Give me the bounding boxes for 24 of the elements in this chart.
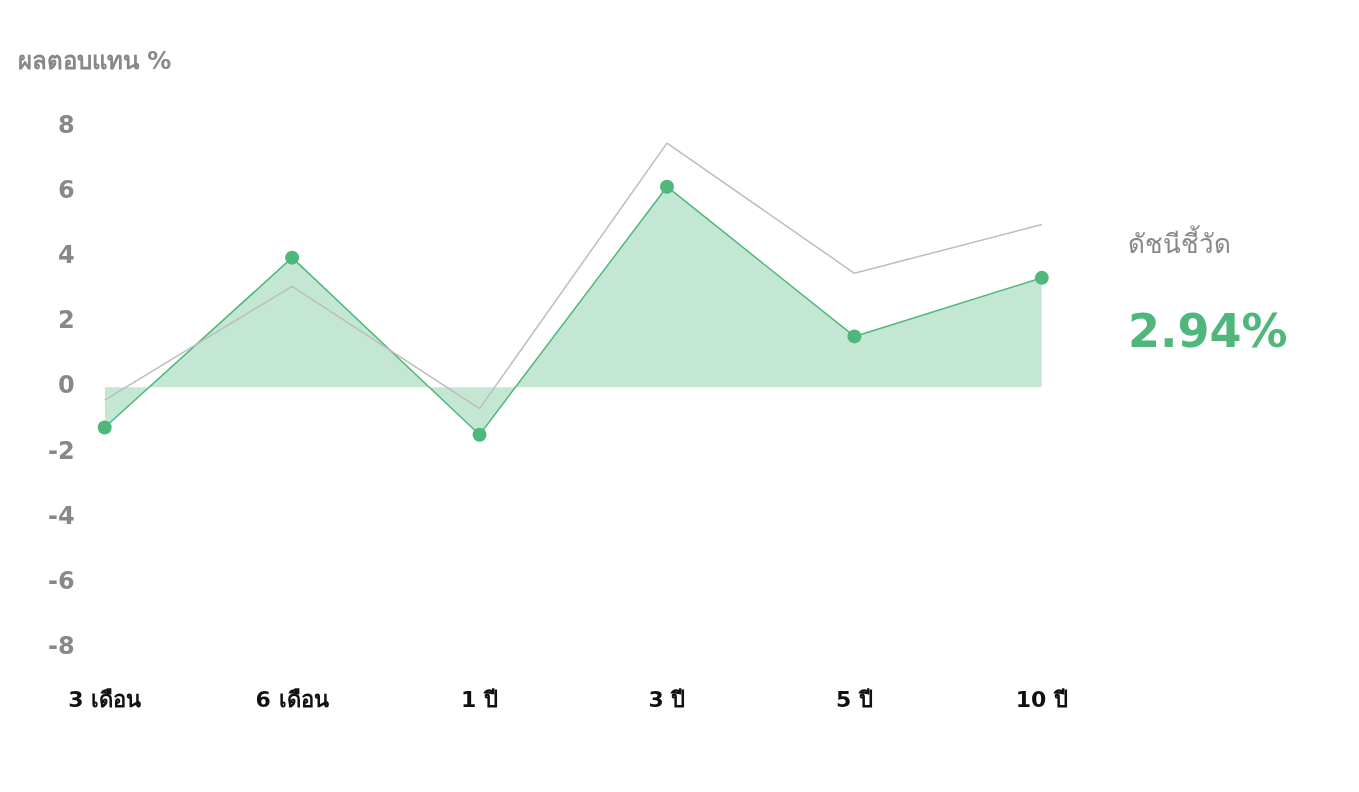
x-tick-label: 3 ปี bbox=[648, 686, 686, 712]
point bbox=[847, 329, 862, 344]
y-tick-label: 6 bbox=[57, 176, 75, 205]
x-tick-label: 3 เดือน bbox=[68, 686, 142, 712]
y-tick-label: -4 bbox=[47, 501, 75, 530]
y-tick-label: -6 bbox=[47, 566, 75, 595]
point bbox=[285, 250, 300, 265]
x-tick-label: 10 ปี bbox=[1015, 686, 1068, 712]
chart-title: ผลตอบแทน % bbox=[18, 46, 172, 75]
x-tick-label: 1 ปี bbox=[461, 686, 499, 712]
text: ดัชนีชี้วัด bbox=[1128, 224, 1232, 261]
point bbox=[1034, 270, 1049, 285]
point bbox=[472, 427, 487, 442]
y-tick-label: 0 bbox=[57, 371, 75, 400]
point bbox=[659, 179, 674, 194]
annotation: 2.94% bbox=[1128, 304, 1288, 358]
y-tick-label: 4 bbox=[57, 241, 75, 270]
point bbox=[97, 420, 112, 435]
y-tick-label: -8 bbox=[47, 631, 75, 660]
y-tick-label: 2 bbox=[57, 306, 75, 335]
y-tick-label: -2 bbox=[47, 436, 75, 465]
x-tick-label: 5 ปี bbox=[835, 686, 873, 712]
y-tick-label: 8 bbox=[57, 111, 75, 140]
x-tick-label: 6 เดือน bbox=[255, 686, 329, 712]
